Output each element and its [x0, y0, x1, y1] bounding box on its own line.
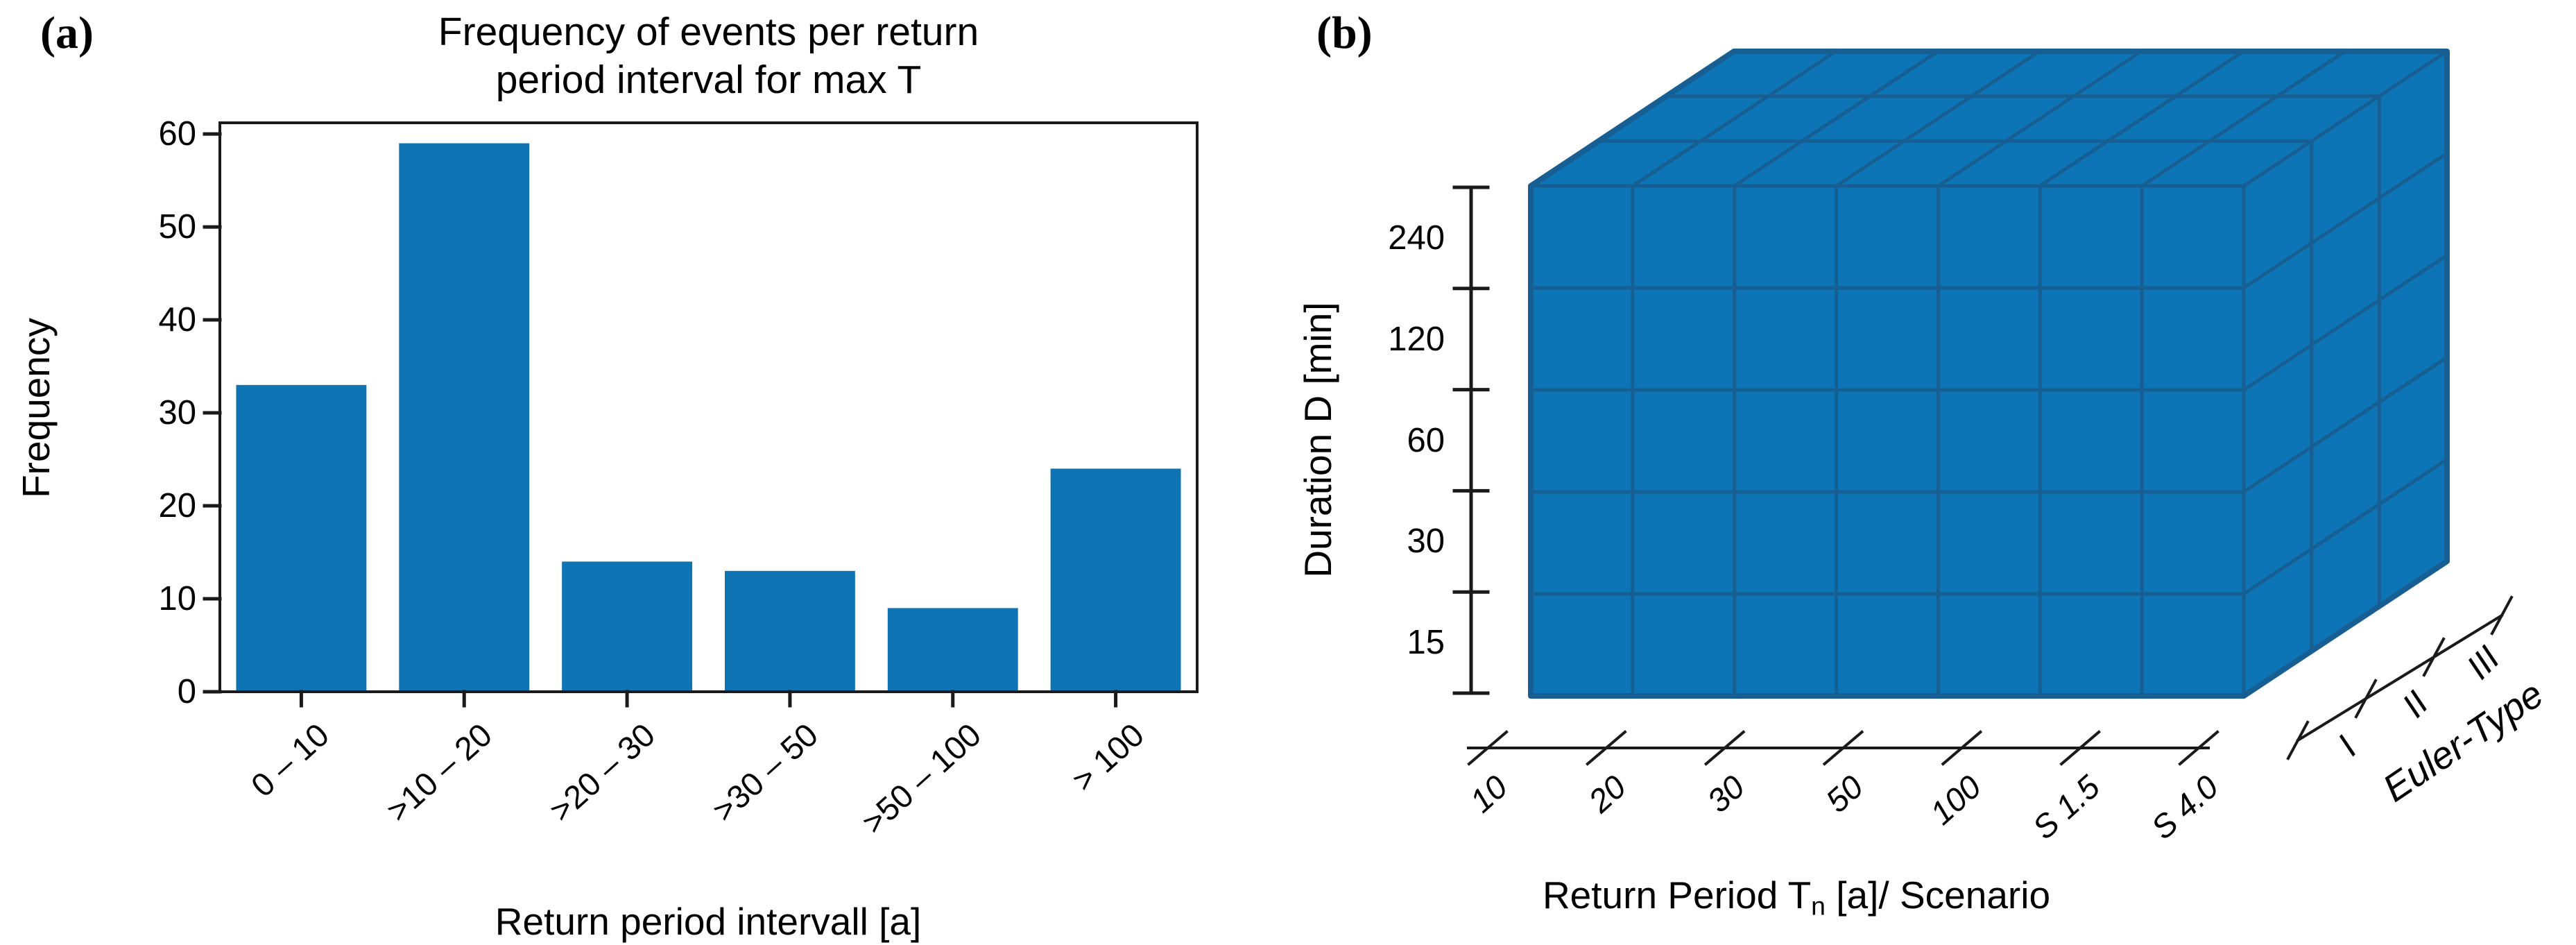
return-period-tick — [1467, 730, 1509, 766]
panel-a-title-line2: period interval for max T — [495, 58, 922, 102]
bar — [1050, 468, 1181, 692]
bar — [724, 570, 855, 692]
return-period-tick — [2178, 730, 2219, 766]
euler-tick — [2286, 720, 2310, 760]
panel-b-axes — [1452, 185, 2514, 766]
panel-a-axes — [203, 121, 1199, 708]
return-period-tick — [1941, 730, 1983, 766]
y-tick-label: 30 — [158, 394, 196, 432]
bar — [887, 608, 1018, 692]
cube-grid — [2241, 151, 2450, 291]
y-tick-label: 20 — [158, 487, 196, 525]
voxel-cube — [1528, 49, 2450, 699]
panel-a-title-line1: Frequency of events per return — [438, 10, 979, 54]
y-tick-label: 60 — [158, 115, 196, 153]
cube-grid — [2037, 49, 2246, 189]
panel-a-letter: (a) — [40, 8, 94, 58]
bar-series — [236, 143, 1181, 692]
duration-tick-label: 120 — [1388, 320, 1445, 358]
y-tick-label: 50 — [158, 208, 196, 246]
cube-top-face — [1531, 51, 2447, 186]
cube-grid — [2241, 457, 2450, 597]
bar — [399, 143, 530, 692]
cube-grid — [2241, 49, 2450, 189]
return-period-tick — [1586, 730, 1627, 766]
panel-b-xlabel: Return Period Tn [a]/ Scenario — [1543, 873, 2050, 921]
cube-front-face — [1531, 186, 2244, 696]
cube-grid — [1630, 49, 1839, 189]
y-tick-label: 0 — [177, 673, 196, 710]
duration-tick-label: 15 — [1407, 624, 1445, 662]
euler-tick — [2490, 595, 2514, 636]
panel-b-ylabel: Duration D [min] — [1296, 302, 1339, 578]
cube-right-face — [2244, 51, 2447, 696]
bar — [562, 561, 693, 692]
panel-b-letter: (b) — [1316, 8, 1373, 58]
cube-grid — [2139, 49, 2348, 189]
euler-axis — [2296, 613, 2504, 742]
cube-outline — [1528, 49, 2450, 699]
panel-a-ylabel: Frequency — [15, 318, 58, 498]
return-period-tick — [2059, 730, 2101, 766]
cube-grid — [2241, 355, 2450, 495]
return-period-tick — [1703, 730, 1746, 766]
cube-grid — [1732, 49, 1941, 189]
cube-grid — [1834, 49, 2043, 189]
euler-tick — [2422, 637, 2446, 677]
panel-b-xlabel-pre: Return Period T — [1542, 874, 1812, 917]
y-tick-label: 10 — [158, 580, 196, 618]
cube-grid — [1935, 49, 2144, 189]
duration-tick-label: 60 — [1407, 421, 1445, 459]
return-period-tick — [1822, 730, 1864, 766]
duration-tick-label: 240 — [1388, 219, 1445, 257]
euler-tick — [2354, 679, 2378, 719]
panel-b-xlabel-subscript: n — [1811, 891, 1826, 921]
panel-a-xlabel: Return period intervall [a] — [495, 900, 922, 943]
bar — [236, 384, 367, 692]
cube-grid — [2241, 253, 2450, 393]
panel-a-title: Frequency of events per return period in… — [220, 8, 1197, 104]
panel-b-xlabel-post: [a]/ Scenario — [1825, 874, 2051, 917]
y-tick-label: 40 — [158, 301, 196, 339]
duration-tick-label: 30 — [1407, 522, 1445, 561]
plot-frame — [218, 121, 1199, 693]
